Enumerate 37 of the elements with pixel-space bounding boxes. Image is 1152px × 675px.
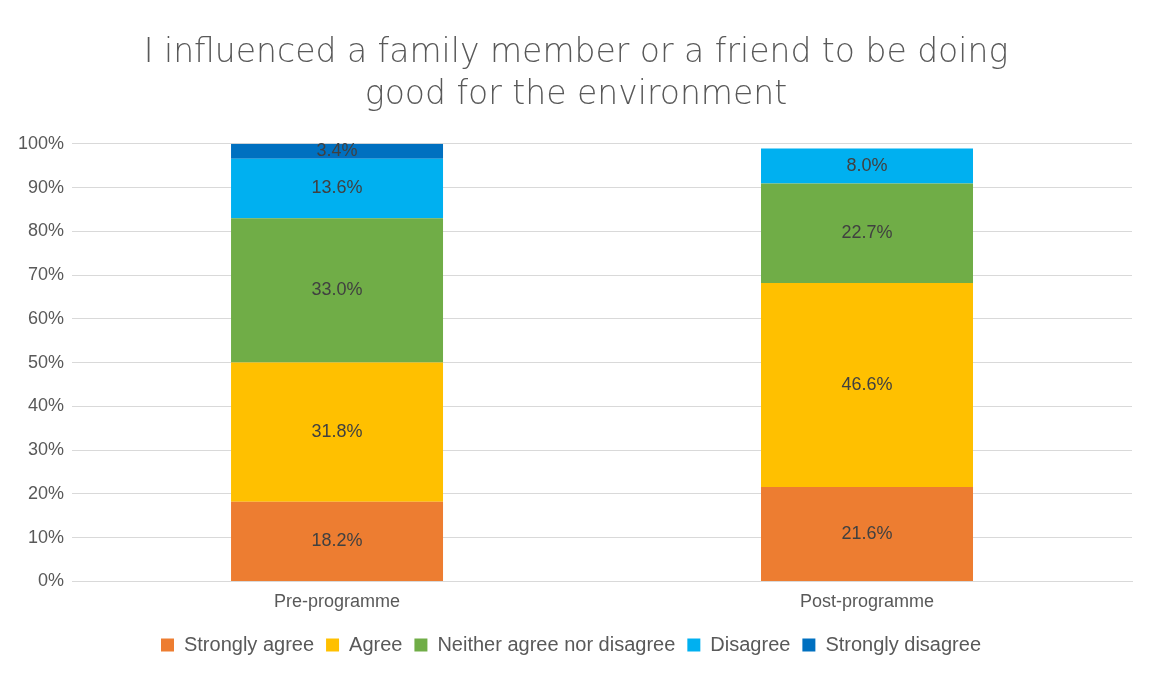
y-tick-label: 60% <box>28 307 65 328</box>
x-tick-label: Pre-programme <box>274 591 401 612</box>
data-label: 13.6% <box>311 177 363 198</box>
bar <box>761 282 974 487</box>
bar <box>761 486 974 581</box>
data-label: 8.0% <box>846 155 888 176</box>
y-tick-label: 90% <box>28 176 65 197</box>
x-tick-label: Post-programme <box>799 591 935 612</box>
y-tick-label: 40% <box>28 395 65 416</box>
data-label: 3.4% <box>316 140 358 161</box>
chart-title: I influenced a family member or a friend to be doing good for the environment <box>142 30 1010 114</box>
legend-label: Strongly agree <box>183 632 315 655</box>
data-label: 18.2% <box>311 530 363 551</box>
bar <box>231 501 444 581</box>
y-tick-label: 30% <box>28 439 65 460</box>
bar <box>231 218 444 363</box>
y-tick-label: 50% <box>28 351 65 372</box>
legend-label: Disagree <box>710 632 791 655</box>
bar <box>231 362 444 502</box>
bar <box>761 148 974 184</box>
legend-label: Agree <box>349 632 403 655</box>
data-label: 21.6% <box>841 522 893 543</box>
data-label: 31.8% <box>311 421 363 442</box>
y-tick-label: 70% <box>28 264 65 285</box>
bar <box>231 143 444 159</box>
bar <box>761 183 974 283</box>
y-tick-label: 100% <box>17 132 65 153</box>
data-label: 46.6% <box>841 373 893 394</box>
data-label: 22.7% <box>841 222 893 243</box>
y-tick-label: 10% <box>28 526 65 547</box>
y-tick-label: 20% <box>28 482 65 503</box>
data-label: 33.0% <box>311 279 363 300</box>
y-tick-label: 0% <box>38 570 65 591</box>
y-tick-label: 80% <box>28 220 65 241</box>
legend-label: Strongly disagree <box>825 632 982 655</box>
bar <box>231 158 444 219</box>
legend-label: Neither agree nor disagree <box>437 632 676 655</box>
